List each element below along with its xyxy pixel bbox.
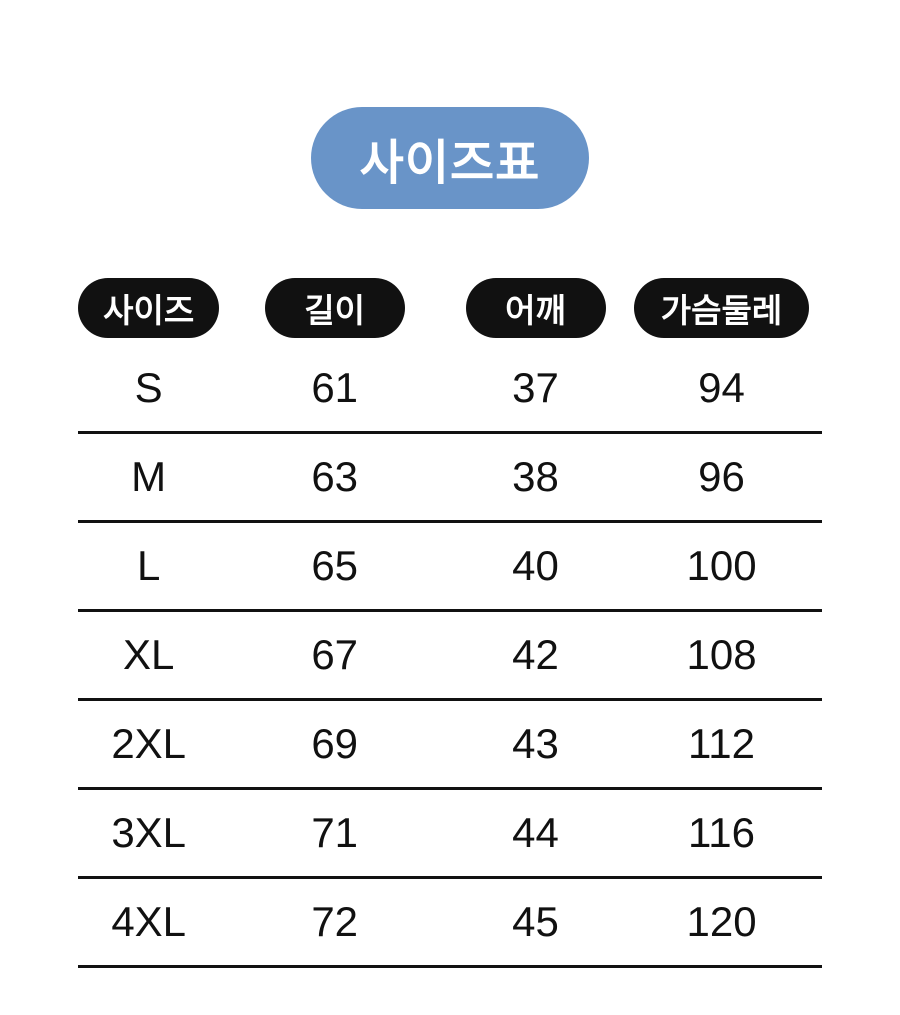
header-cell-size: 사이즈 [78, 278, 220, 338]
size-chart-title-badge: 사이즈표 [311, 107, 589, 209]
size-table: 사이즈 길이 어깨 가슴둘레 S 61 37 94 M 63 38 [78, 278, 822, 968]
table-row-l: L 65 40 100 [78, 523, 822, 612]
column-header-badge-chest: 가슴둘레 [633, 278, 810, 338]
table-row-m: M 63 38 96 [78, 434, 822, 523]
header-cell-shoulder: 어깨 [450, 278, 621, 338]
cell-length: 72 [311, 898, 359, 945]
cell-size: L [137, 542, 161, 589]
cell-chest: 108 [686, 631, 757, 678]
cell-shoulder: 38 [512, 453, 559, 500]
cell-chest: 120 [686, 898, 757, 945]
cell-shoulder: 43 [512, 720, 559, 767]
cell-shoulder: 40 [512, 542, 559, 589]
cell-shoulder: 37 [512, 364, 559, 411]
table-row-2xl: 2XL 69 43 112 [78, 701, 822, 790]
cell-shoulder: 45 [512, 898, 559, 945]
column-header-badge-size: 사이즈 [78, 278, 220, 338]
column-header-badge-length: 길이 [264, 278, 405, 338]
cell-length: 69 [311, 720, 359, 767]
cell-length: 67 [311, 631, 359, 678]
cell-shoulder: 42 [512, 631, 559, 678]
cell-size: M [131, 453, 167, 500]
table-row-s: S 61 37 94 [78, 345, 822, 434]
column-header-badge-shoulder: 어깨 [465, 278, 606, 338]
cell-length: 61 [311, 364, 359, 411]
header-cell-length: 길이 [219, 278, 450, 338]
cell-size: S [134, 364, 163, 411]
cell-chest: 100 [686, 542, 757, 589]
table-row-xl: XL 67 42 108 [78, 612, 822, 701]
table-row-3xl: 3XL 71 44 116 [78, 790, 822, 879]
cell-length: 65 [311, 542, 359, 589]
cell-chest: 94 [698, 364, 745, 411]
cell-size: 4XL [111, 898, 187, 945]
cell-chest: 112 [688, 720, 756, 767]
cell-size: XL [122, 631, 175, 678]
table-row-4xl: 4XL 72 45 120 [78, 879, 822, 968]
table-header-row: 사이즈 길이 어깨 가슴둘레 [78, 278, 822, 338]
cell-length: 63 [311, 453, 359, 500]
cell-length: 71 [311, 809, 359, 856]
cell-size: 3XL [111, 809, 187, 856]
header-cell-chest: 가슴둘레 [621, 278, 822, 338]
cell-chest: 96 [698, 453, 745, 500]
table-body: S 61 37 94 M 63 38 96 L 65 40 100 XL 67 … [78, 345, 822, 968]
cell-chest: 116 [688, 809, 756, 856]
size-chart-title-label: 사이즈표 [359, 137, 541, 190]
cell-shoulder: 44 [512, 809, 559, 856]
cell-size: 2XL [111, 720, 187, 767]
